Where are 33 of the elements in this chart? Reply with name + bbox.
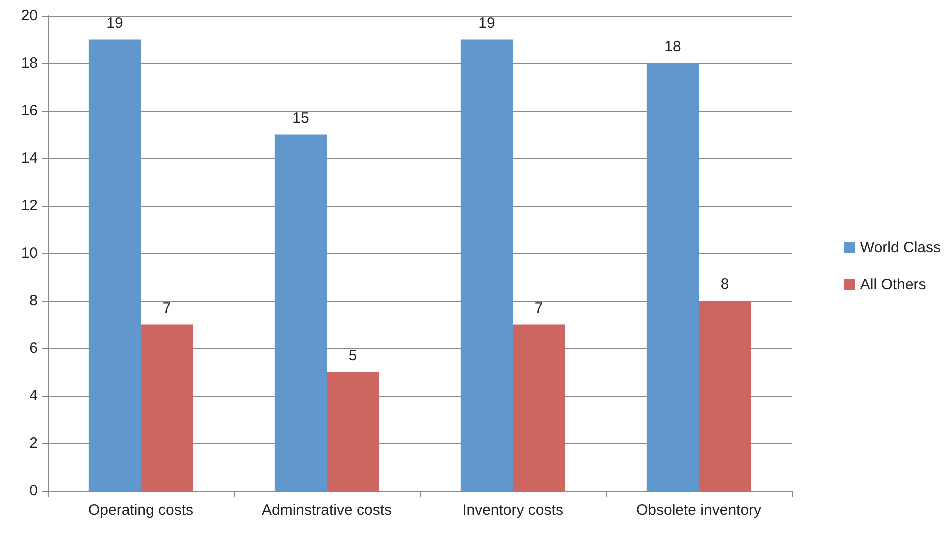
bar (513, 324, 566, 491)
y-tick-label: 2 (30, 435, 38, 452)
data-label: 18 (664, 38, 682, 56)
data-label: 7 (534, 300, 544, 317)
data-label: 15 (292, 110, 310, 127)
data-label: 7 (162, 300, 172, 317)
data-label: 8 (720, 276, 730, 293)
bar (699, 301, 752, 491)
x-tick-label: Obsolete inventory (636, 502, 762, 519)
y-tick-label: 8 (30, 292, 38, 310)
bar (327, 372, 380, 491)
y-tick-label: 16 (21, 102, 38, 120)
data-label: 5 (348, 347, 358, 364)
x-tick-label: Adminstrative costs (262, 502, 392, 519)
bar (460, 40, 513, 491)
bar (88, 40, 141, 491)
x-tick-label: Inventory costs (462, 502, 564, 519)
x-tick-label: Operating costs (88, 502, 194, 519)
bar (141, 324, 194, 491)
y-tick-label: 6 (30, 340, 38, 357)
y-tick-label: 10 (21, 245, 38, 262)
y-tick-label: 0 (30, 482, 38, 500)
y-tick-label: 12 (21, 198, 38, 214)
bar (274, 134, 327, 491)
legend-label: All Others (860, 276, 926, 294)
y-tick-label: 4 (30, 388, 38, 404)
y-tick-label: 20 (21, 8, 38, 24)
legend-label: World Class (860, 240, 942, 256)
y-tick-label: 14 (21, 150, 38, 167)
data-label: 19 (478, 14, 496, 32)
bar (646, 64, 699, 491)
data-label: 19 (106, 14, 124, 32)
y-tick-label: 18 (21, 55, 38, 72)
